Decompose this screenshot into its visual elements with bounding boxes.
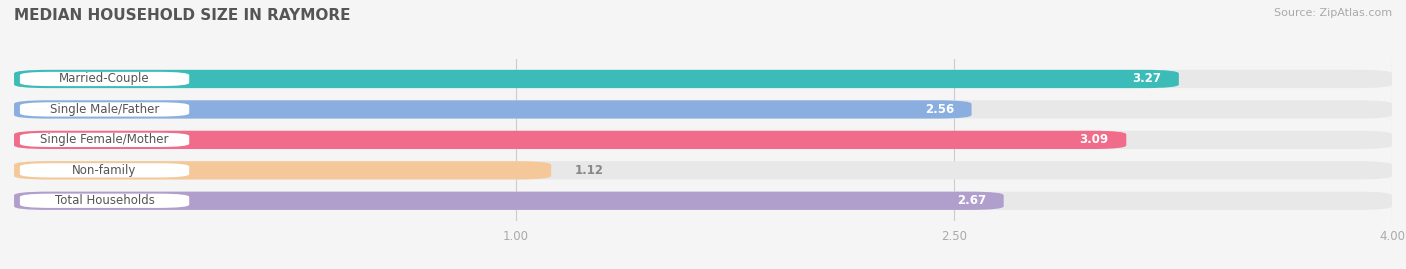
FancyBboxPatch shape: [14, 161, 551, 179]
Text: Married-Couple: Married-Couple: [59, 72, 150, 86]
Text: MEDIAN HOUSEHOLD SIZE IN RAYMORE: MEDIAN HOUSEHOLD SIZE IN RAYMORE: [14, 8, 350, 23]
FancyBboxPatch shape: [20, 133, 190, 147]
Text: Single Male/Father: Single Male/Father: [49, 103, 159, 116]
FancyBboxPatch shape: [14, 131, 1126, 149]
FancyBboxPatch shape: [14, 161, 1392, 179]
Text: Non-family: Non-family: [72, 164, 136, 177]
Text: Single Female/Mother: Single Female/Mother: [41, 133, 169, 146]
Text: 2.67: 2.67: [957, 194, 986, 207]
Text: 2.56: 2.56: [925, 103, 955, 116]
FancyBboxPatch shape: [20, 102, 190, 116]
Text: 3.27: 3.27: [1132, 72, 1161, 86]
FancyBboxPatch shape: [14, 100, 972, 119]
FancyBboxPatch shape: [14, 131, 1392, 149]
Text: Total Households: Total Households: [55, 194, 155, 207]
FancyBboxPatch shape: [14, 192, 1392, 210]
FancyBboxPatch shape: [20, 163, 190, 178]
FancyBboxPatch shape: [14, 100, 1392, 119]
Text: 3.09: 3.09: [1080, 133, 1109, 146]
FancyBboxPatch shape: [20, 194, 190, 208]
Text: Source: ZipAtlas.com: Source: ZipAtlas.com: [1274, 8, 1392, 18]
FancyBboxPatch shape: [14, 70, 1178, 88]
FancyBboxPatch shape: [14, 70, 1392, 88]
FancyBboxPatch shape: [14, 192, 1004, 210]
Text: 1.12: 1.12: [575, 164, 603, 177]
FancyBboxPatch shape: [20, 72, 190, 86]
